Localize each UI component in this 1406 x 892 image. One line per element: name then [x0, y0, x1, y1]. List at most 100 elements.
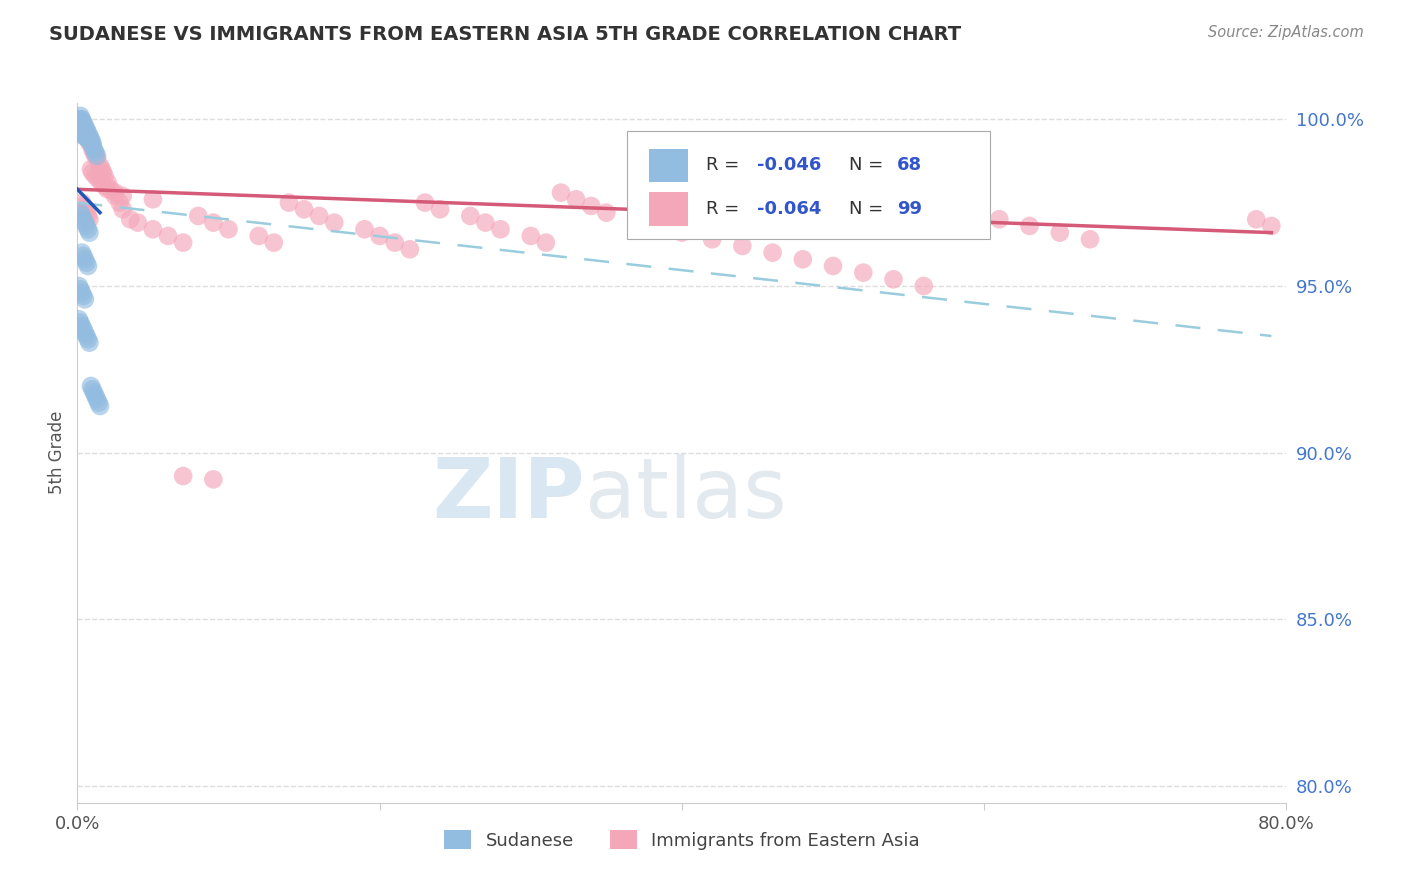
FancyBboxPatch shape	[627, 130, 990, 239]
Point	[595, 205, 617, 219]
Point	[69, 122, 91, 136]
Point	[90, 176, 112, 190]
Point	[1260, 219, 1282, 233]
Point	[75, 128, 97, 143]
Text: N =: N =	[849, 200, 889, 218]
Point	[96, 176, 118, 190]
Point	[69, 109, 91, 123]
Point	[399, 242, 422, 256]
Point	[77, 128, 100, 143]
Point	[73, 128, 96, 143]
Point	[702, 232, 724, 246]
Point	[93, 178, 115, 193]
Point	[70, 115, 93, 129]
Point	[308, 209, 330, 223]
Point	[79, 132, 101, 146]
Point	[218, 222, 240, 236]
Point	[72, 322, 94, 336]
Point	[75, 126, 97, 140]
Point	[72, 122, 94, 136]
Bar	[650, 148, 688, 182]
Point	[72, 126, 94, 140]
Point	[84, 145, 107, 160]
Point	[73, 293, 96, 307]
Point	[821, 259, 844, 273]
Point	[86, 392, 108, 407]
Point	[67, 112, 90, 127]
Bar	[650, 192, 688, 226]
Point	[77, 128, 100, 143]
Point	[323, 216, 346, 230]
Text: Source: ZipAtlas.com: Source: ZipAtlas.com	[1208, 25, 1364, 40]
Point	[111, 189, 134, 203]
Point	[73, 119, 96, 133]
Point	[1049, 226, 1071, 240]
Point	[73, 126, 96, 140]
Point	[70, 115, 93, 129]
Point	[104, 189, 127, 203]
Point	[111, 202, 134, 217]
Point	[75, 219, 97, 233]
Point	[79, 212, 101, 227]
Point	[353, 222, 375, 236]
Point	[731, 239, 754, 253]
Point	[79, 226, 101, 240]
Point	[83, 385, 105, 400]
Point	[83, 142, 105, 156]
Point	[278, 195, 301, 210]
Point	[120, 212, 142, 227]
Point	[70, 285, 93, 300]
Point	[72, 289, 94, 303]
Point	[73, 252, 96, 267]
Point	[852, 266, 875, 280]
Point	[70, 245, 93, 260]
Text: -0.064: -0.064	[756, 200, 821, 218]
Point	[93, 169, 115, 183]
Text: SUDANESE VS IMMIGRANTS FROM EASTERN ASIA 5TH GRADE CORRELATION CHART: SUDANESE VS IMMIGRANTS FROM EASTERN ASIA…	[49, 25, 962, 44]
Point	[127, 216, 149, 230]
Point	[72, 115, 94, 129]
Point	[474, 216, 496, 230]
Point	[80, 132, 103, 146]
Point	[79, 128, 101, 143]
Point	[988, 212, 1011, 227]
Point	[82, 142, 104, 156]
Point	[77, 332, 100, 346]
Point	[489, 222, 512, 236]
Text: 68: 68	[897, 156, 922, 174]
Point	[90, 162, 112, 177]
Point	[957, 205, 980, 219]
Point	[72, 249, 94, 263]
Point	[565, 192, 588, 206]
Point	[70, 126, 93, 140]
Point	[77, 222, 100, 236]
Point	[72, 119, 94, 133]
Point	[67, 312, 90, 326]
Point	[413, 195, 436, 210]
Point	[82, 382, 104, 396]
Point	[292, 202, 315, 217]
Point	[69, 119, 91, 133]
Point	[104, 186, 127, 200]
Point	[72, 128, 94, 143]
Point	[187, 209, 209, 223]
Point	[87, 395, 110, 409]
Point	[368, 229, 391, 244]
Text: -0.046: -0.046	[756, 156, 821, 174]
Point	[96, 182, 118, 196]
Point	[80, 136, 103, 150]
Point	[384, 235, 406, 250]
Point	[73, 128, 96, 143]
Text: R =: R =	[706, 156, 745, 174]
Point	[73, 216, 96, 230]
Point	[202, 216, 225, 230]
Point	[69, 112, 91, 127]
Point	[70, 122, 93, 136]
Point	[75, 205, 97, 219]
Point	[73, 126, 96, 140]
Text: 99: 99	[897, 200, 922, 218]
Point	[157, 229, 180, 244]
Point	[75, 128, 97, 143]
Point	[626, 212, 648, 227]
Point	[72, 122, 94, 136]
